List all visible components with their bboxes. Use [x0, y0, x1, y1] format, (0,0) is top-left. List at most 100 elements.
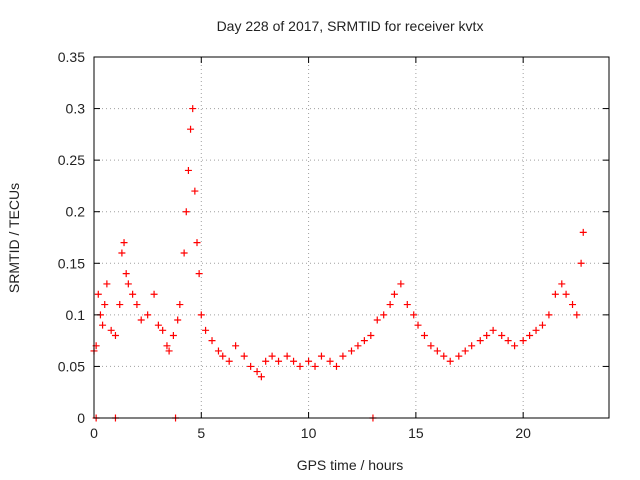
data-point — [124, 280, 132, 288]
data-point — [558, 280, 566, 288]
data-point — [116, 301, 124, 309]
data-point — [107, 326, 115, 334]
data-point — [373, 316, 381, 324]
data-point — [360, 337, 368, 345]
data-point — [386, 301, 394, 309]
data-point — [414, 321, 422, 329]
data-point — [446, 357, 454, 365]
data-point — [367, 331, 375, 339]
data-point — [390, 290, 398, 298]
data-point — [440, 352, 448, 360]
data-point — [532, 326, 540, 334]
data-point — [403, 301, 411, 309]
data-point — [476, 337, 484, 345]
data-point — [551, 290, 559, 298]
data-point — [326, 357, 334, 365]
data-point — [154, 321, 162, 329]
data-point — [262, 357, 270, 365]
y-tick-label: 0 — [77, 410, 85, 426]
x-tick-label: 20 — [515, 425, 531, 441]
data-point — [189, 105, 197, 113]
axes: 0 5 10 15 20 0 0.05 0.1 0.15 0.2 0.25 0.3 0.35 — [58, 49, 609, 441]
data-point — [187, 125, 195, 133]
y-axis-label: SRMTID / TECUs — [6, 183, 22, 293]
x-tick-label: 0 — [90, 425, 98, 441]
data-point — [427, 342, 435, 350]
y-tick-label: 0.3 — [66, 101, 86, 117]
data-point — [538, 321, 546, 329]
data-point — [101, 301, 109, 309]
data-point — [317, 352, 325, 360]
chart-title: Day 228 of 2017, SRMTID for receiver kvt… — [217, 18, 484, 34]
data-point — [219, 352, 227, 360]
data-point — [191, 187, 199, 195]
data-point — [397, 280, 405, 288]
data-point — [339, 352, 347, 360]
data-point — [420, 331, 428, 339]
data-point — [268, 352, 276, 360]
data-point — [489, 326, 497, 334]
data-point — [455, 352, 463, 360]
data-point — [461, 347, 469, 355]
data-point — [380, 311, 388, 319]
data-point — [169, 331, 177, 339]
data-point — [332, 362, 340, 370]
data-point — [247, 362, 255, 370]
data-point — [129, 290, 137, 298]
data-point — [511, 342, 519, 350]
data-point — [94, 290, 102, 298]
plot-frame — [93, 56, 610, 419]
data-point — [103, 280, 111, 288]
data-point — [150, 290, 158, 298]
data-point — [296, 362, 304, 370]
y-tick-label: 0.05 — [58, 358, 85, 374]
data-point — [99, 321, 107, 329]
data-point — [468, 342, 476, 350]
data-point — [118, 249, 126, 257]
data-point — [193, 239, 201, 247]
data-point — [519, 337, 527, 345]
data-point — [163, 342, 171, 350]
data-point — [195, 270, 203, 278]
data-point — [526, 331, 534, 339]
data-point — [354, 342, 362, 350]
data-point — [290, 357, 298, 365]
x-tick-label: 10 — [301, 425, 317, 441]
data-point — [283, 352, 291, 360]
data-point — [573, 311, 581, 319]
data-point — [275, 357, 283, 365]
data-point — [348, 347, 355, 355]
data-point — [159, 326, 167, 334]
data-point — [202, 326, 210, 334]
data-point — [225, 357, 233, 365]
y-tick-label: 0.15 — [58, 255, 85, 271]
data-point — [133, 301, 141, 309]
data-point — [208, 337, 216, 345]
data-point — [232, 342, 240, 350]
data-point — [311, 362, 319, 370]
data-point — [433, 347, 441, 355]
data-point — [305, 357, 313, 365]
data-point — [410, 311, 418, 319]
x-axis-label: GPS time / hours — [297, 457, 404, 473]
data-point — [176, 301, 184, 309]
data-point — [174, 316, 182, 324]
data-point — [144, 311, 152, 319]
data-point — [253, 368, 261, 376]
y-tick-label: 0.2 — [66, 204, 86, 220]
data-point — [120, 239, 128, 247]
data-point — [545, 311, 553, 319]
data-point — [197, 311, 205, 319]
data-point — [569, 301, 577, 309]
y-tick-label: 0.35 — [58, 49, 85, 65]
data-point — [137, 316, 145, 324]
data-point — [579, 228, 587, 236]
y-tick-label: 0.25 — [58, 152, 85, 168]
data-point — [498, 331, 506, 339]
data-point — [184, 166, 192, 174]
data-point — [257, 373, 265, 381]
data-point — [577, 259, 585, 267]
data-point — [111, 331, 119, 339]
